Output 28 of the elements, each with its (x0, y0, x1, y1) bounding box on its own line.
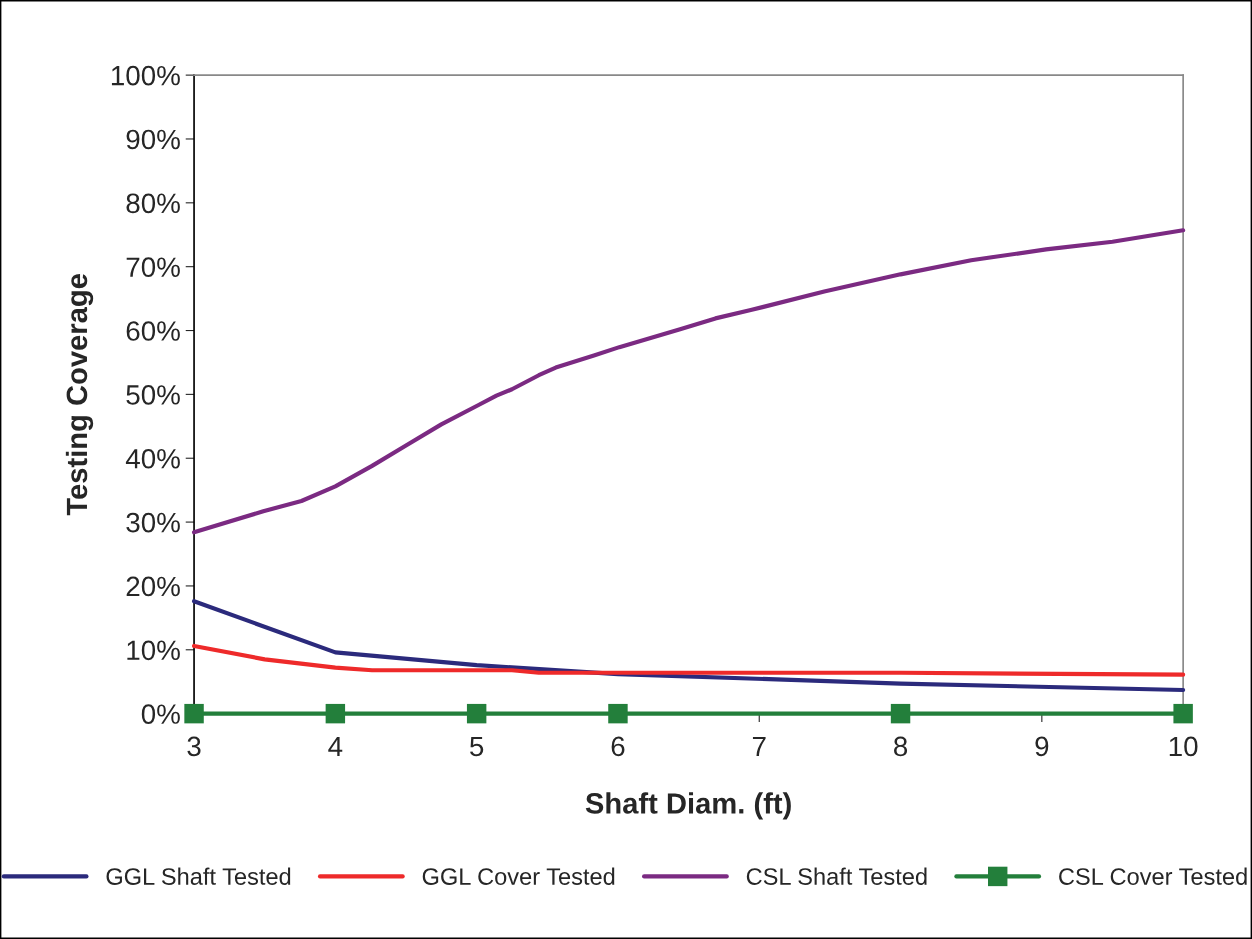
y-tick-label: 80% (126, 193, 180, 214)
y-tick-label: 70% (126, 257, 180, 278)
y-tick-label: 90% (126, 129, 180, 150)
legend-label: CSL Cover Tested (1059, 867, 1247, 885)
line-series (191, 228, 1186, 535)
x-tick-label: 7 (752, 736, 766, 756)
y-tick-label: 40% (125, 448, 180, 469)
line-series (191, 643, 1186, 677)
legend-label: CSL Shaft Tested (746, 867, 927, 885)
y-tick-label: 20% (126, 576, 180, 597)
x-tick-label: 10 (1169, 736, 1198, 757)
x-tick-label: 6 (611, 736, 625, 757)
x-tick-label: 8 (894, 736, 908, 757)
legend-label: GGL Shaft Tested (106, 867, 291, 885)
y-tick-label: 0% (141, 704, 180, 724)
x-axis-title: Shaft Diam. (ft) (585, 792, 791, 820)
y-axis-title: Testing Coverage (65, 274, 94, 516)
y-tick-label: 10% (127, 640, 180, 661)
line-series (191, 599, 1186, 693)
y-tick-label: 50% (126, 385, 180, 405)
x-tick-label: 9 (1035, 736, 1049, 757)
x-tick-label: 3 (187, 736, 201, 757)
legend-label: GGL Cover Tested (422, 867, 615, 885)
x-tick-label: 5 (470, 736, 484, 757)
y-tick-label: 60% (126, 321, 180, 341)
y-tick-label: 30% (126, 512, 180, 533)
x-tick-label: 4 (328, 736, 343, 756)
y-tick-label: 100% (111, 65, 180, 86)
